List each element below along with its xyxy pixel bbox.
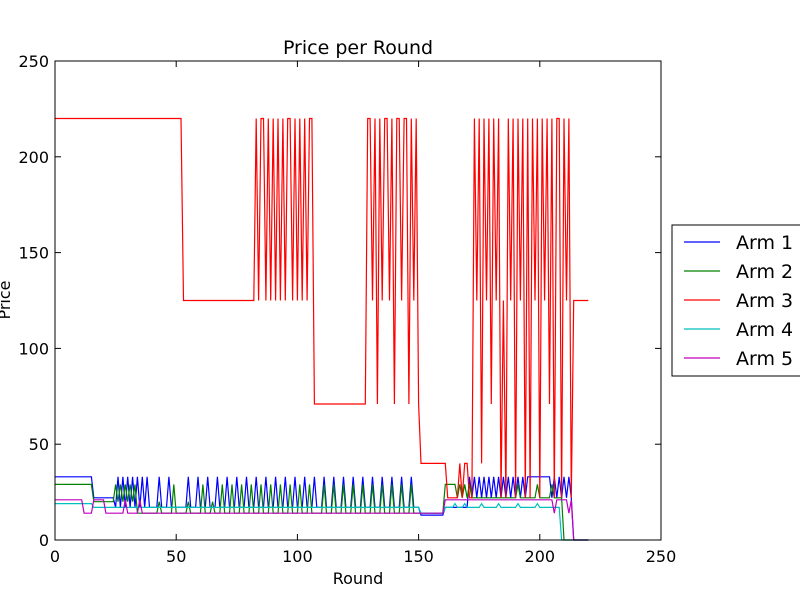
series-line-arm-3 [55, 117, 589, 499]
x-axis-label: Round [333, 569, 384, 588]
legend-items: Arm 1 Arm 2 Arm 3 Arm 4 Arm 5 [684, 232, 793, 370]
x-tick-label: 150 [403, 547, 434, 566]
legend-label-arm-4: Arm 4 [736, 319, 793, 341]
y-tick-label: 250 [18, 52, 49, 71]
y-axis-label: Price [0, 280, 14, 319]
x-tick-label: 100 [282, 547, 313, 566]
y-tick-label: 0 [39, 531, 49, 550]
legend-label-arm-3: Arm 3 [736, 290, 793, 312]
x-tick-label: 50 [166, 547, 186, 566]
series-line-arm-5 [55, 499, 589, 541]
y-tick-label: 200 [18, 148, 49, 167]
y-tick-label: 100 [18, 339, 49, 358]
plot-frame [54, 60, 662, 541]
x-tick-label: 250 [646, 547, 677, 566]
chart-title: Price per Round [283, 37, 433, 59]
legend: Arm 1 Arm 2 Arm 3 Arm 4 Arm 5 [671, 224, 800, 377]
x-tick-label: 200 [525, 547, 556, 566]
legend-label-arm-5: Arm 5 [736, 348, 793, 370]
series-layer [55, 117, 589, 541]
y-tick-label: 50 [29, 435, 49, 454]
x-tick-label: 0 [50, 547, 60, 566]
legend-label-arm-2: Arm 2 [736, 261, 793, 283]
ticks-layer: 0 50 100 150 200 250 0 50 100 150 200 250 [18, 52, 676, 566]
y-tick-label: 150 [18, 244, 49, 263]
legend-label-arm-1: Arm 1 [736, 232, 793, 254]
